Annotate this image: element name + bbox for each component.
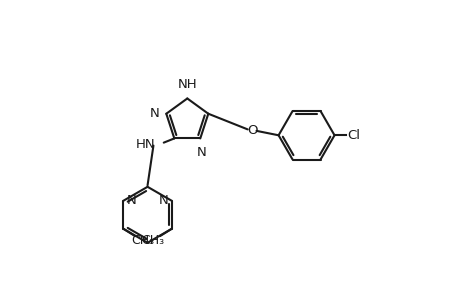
Text: CH₃: CH₃	[141, 234, 164, 247]
Text: N: N	[158, 194, 168, 207]
Text: CH₃: CH₃	[131, 234, 154, 247]
Text: N: N	[127, 194, 136, 207]
Text: N: N	[196, 146, 206, 159]
Text: O: O	[246, 124, 257, 137]
Text: Cl: Cl	[346, 129, 359, 142]
Text: N: N	[150, 107, 159, 120]
Text: NH: NH	[177, 78, 197, 91]
Text: HN: HN	[135, 138, 155, 151]
